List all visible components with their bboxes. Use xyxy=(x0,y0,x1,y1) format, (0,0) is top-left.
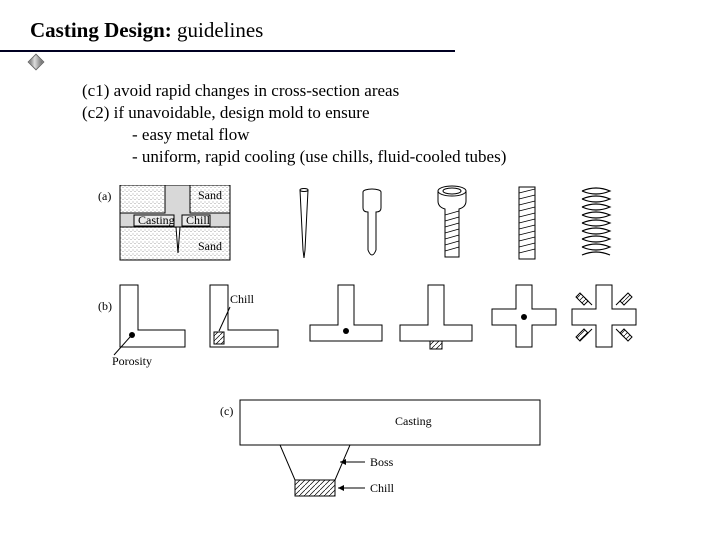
b-panel-1: Porosity xyxy=(112,285,185,368)
label-porosity: Porosity xyxy=(112,354,152,368)
a-panel-1: Casting Chill Sand Sand xyxy=(120,185,230,260)
line-4: - uniform, rapid cooling (use chills, fl… xyxy=(82,146,506,168)
a-chill-4 xyxy=(438,186,466,257)
line-1: (c1) avoid rapid changes in cross-sectio… xyxy=(82,80,506,102)
label-sand1: Sand xyxy=(198,188,222,202)
figure: (a) Casting Chill Sand Sand xyxy=(90,185,650,515)
a-chill-6 xyxy=(582,188,610,255)
label-a: (a) xyxy=(98,189,111,203)
slide-title: Casting Design: guidelines xyxy=(0,0,720,47)
a-chill-2 xyxy=(300,189,308,259)
line-2: (c2) if unavoidable, design mold to ensu… xyxy=(82,102,506,124)
a-chill-3 xyxy=(363,189,381,255)
b-panel-2: Chill xyxy=(210,285,278,347)
title-rule xyxy=(0,50,455,52)
label-casting-a: Casting xyxy=(138,213,175,227)
b-panel-4 xyxy=(400,285,472,349)
b-panel-3 xyxy=(310,285,382,341)
b-panel-5 xyxy=(492,285,556,347)
a-chill-5 xyxy=(519,187,535,259)
label-chill-a: Chill xyxy=(186,213,211,227)
title-bold: Casting Design: xyxy=(30,18,172,42)
body-text: (c1) avoid rapid changes in cross-sectio… xyxy=(82,80,506,168)
title-rest: guidelines xyxy=(172,18,264,42)
line-3: - easy metal flow xyxy=(82,124,506,146)
label-c: (c) xyxy=(220,404,233,418)
label-chill-b: Chill xyxy=(230,292,255,306)
c-panel: Casting Boss Chill xyxy=(240,400,540,496)
bullet-icon xyxy=(28,54,45,71)
label-b: (b) xyxy=(98,299,112,313)
label-chill-c: Chill xyxy=(370,481,395,495)
label-boss: Boss xyxy=(370,455,394,469)
b-panel-6 xyxy=(572,285,636,347)
label-sand2: Sand xyxy=(198,239,222,253)
label-casting-c: Casting xyxy=(395,414,432,428)
